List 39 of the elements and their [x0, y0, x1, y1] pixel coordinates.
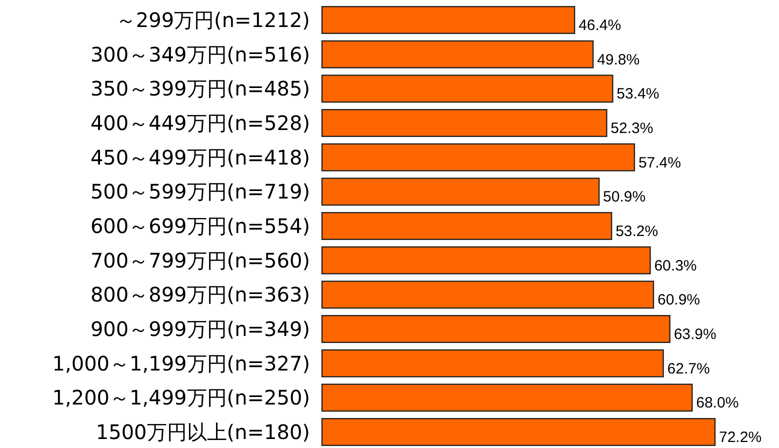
- bar: [321, 109, 608, 137]
- data-label: 49.8%: [597, 51, 640, 68]
- y-tick-label: 800～899万円(n=363): [90, 282, 310, 307]
- data-label: 72.2%: [719, 429, 762, 446]
- y-tick-label: 700～799万円(n=560): [90, 248, 310, 272]
- bar: [321, 143, 636, 172]
- y-tick-label: 1500万円以上(n=180): [96, 420, 310, 444]
- y-tick-label: 1,200～1,499万円(n=250): [52, 386, 310, 410]
- data-label: 46.4%: [578, 17, 622, 34]
- bar: [321, 212, 612, 240]
- bar: [321, 246, 651, 274]
- y-tick-label: 900～999万円(n=349): [90, 317, 310, 341]
- data-label: 52.3%: [610, 120, 654, 137]
- data-label: 68.0%: [696, 394, 739, 412]
- bar: [321, 178, 600, 206]
- data-label: 62.7%: [667, 360, 710, 378]
- y-tick-label: 400～449万円(n=528): [90, 111, 310, 135]
- data-label: 53.4%: [616, 86, 660, 103]
- data-label: 57.4%: [638, 154, 681, 172]
- bar: [321, 40, 594, 68]
- bar: [321, 6, 576, 34]
- bar: [321, 384, 693, 412]
- y-tick-label: 500～599万円(n=719): [90, 180, 310, 204]
- bar: [321, 280, 654, 309]
- data-label: 60.9%: [657, 292, 700, 309]
- y-tick-label: 300～349万円(n=516): [90, 42, 310, 66]
- data-label: 60.3%: [654, 257, 697, 274]
- data-label: 63.9%: [674, 326, 716, 343]
- y-tick-label: 350～399万円(n=485): [90, 76, 310, 101]
- y-tick-label: ～299万円(n=1212): [116, 8, 310, 32]
- data-label: 53.2%: [616, 223, 658, 240]
- bar: [321, 74, 614, 103]
- bar: [321, 315, 670, 343]
- y-tick-label: 450～499万円(n=418): [90, 145, 310, 170]
- bar: [321, 349, 664, 378]
- data-label: 50.9%: [603, 188, 646, 206]
- y-tick-label: 1,000～1,199万円(n=327): [52, 351, 310, 376]
- bar: [321, 418, 716, 446]
- y-tick-label: 600～699万円(n=554): [90, 214, 310, 238]
